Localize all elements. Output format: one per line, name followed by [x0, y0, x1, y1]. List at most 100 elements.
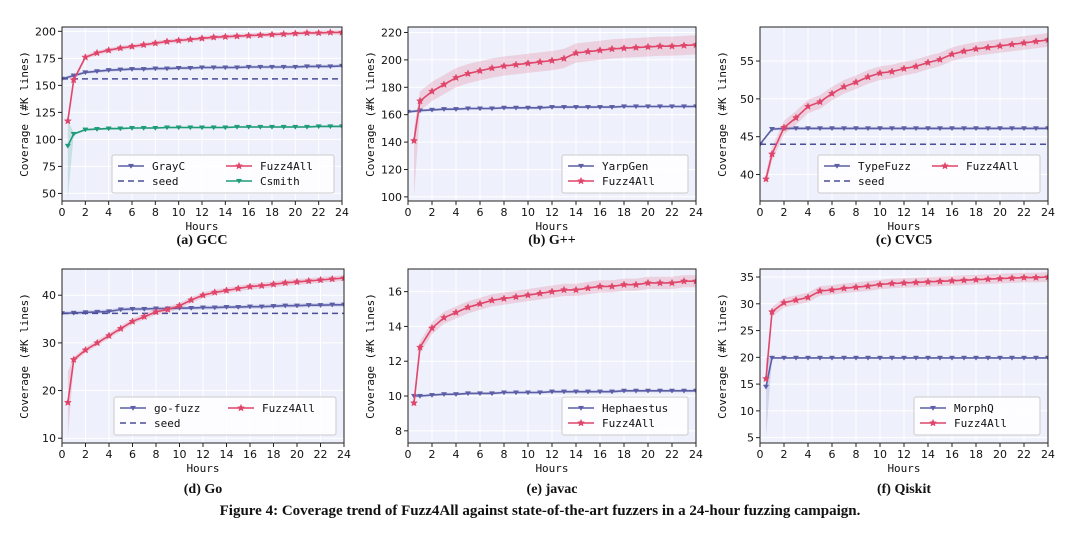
- data-point-fuzz4all: [439, 313, 449, 322]
- data-point-fuzz4all: [523, 290, 533, 299]
- data-point-fuzz4all: [487, 63, 497, 72]
- data-point-fuzz4all: [316, 275, 325, 284]
- x-axis-label: Hours: [185, 220, 218, 233]
- legend-label: Fuzz4All: [262, 402, 315, 415]
- data-point-morphq: [816, 355, 824, 361]
- data-point-go-fuzz: [282, 303, 289, 309]
- data-point-fuzz4all: [116, 324, 125, 333]
- y-tick-label: 10: [388, 390, 402, 403]
- data-point-typefuzz: [1032, 126, 1040, 132]
- data-point-fuzz4all: [655, 41, 665, 50]
- data-point-csmith: [128, 125, 136, 131]
- data-point-fuzz4all: [691, 276, 696, 285]
- legend-label: Hephaestus: [602, 402, 668, 415]
- data-point-yarpgen: [680, 104, 688, 110]
- x-tick-label: 4: [805, 206, 812, 219]
- data-point-yarpgen: [524, 105, 532, 111]
- data-point-morphq: [1020, 355, 1028, 361]
- data-point-hephaestus: [656, 388, 664, 394]
- data-point-morphq: [876, 355, 884, 361]
- data-point-fuzz4all: [631, 280, 641, 289]
- data-point-grayc: [163, 66, 171, 72]
- data-point-typefuzz: [828, 126, 836, 132]
- data-point-morphq: [780, 355, 788, 361]
- y-tick-label: 30: [740, 298, 754, 311]
- data-point-yarpgen: [428, 107, 436, 113]
- data-point-typefuzz: [1008, 126, 1016, 132]
- legend-label: Csmith: [260, 175, 300, 188]
- data-point-go-fuzz: [235, 305, 242, 310]
- x-tick-label: 20: [290, 448, 304, 461]
- data-point-fuzz4all: [175, 301, 184, 310]
- legend-entry-typefuzz: TypeFuzz: [824, 160, 911, 173]
- data-point-fuzz4all: [69, 355, 78, 364]
- data-point-fuzz4all: [863, 281, 873, 290]
- legend-label: GrayC: [152, 160, 185, 173]
- data-point-fuzz4all: [409, 398, 419, 407]
- data-point-typefuzz: [792, 126, 800, 132]
- data-point-fuzz4all: [767, 149, 777, 158]
- data-point-yarpgen: [584, 105, 592, 110]
- data-point-fuzz4all: [935, 277, 945, 285]
- data-point-yarpgen: [512, 105, 520, 111]
- legend-label: Fuzz4All: [602, 175, 655, 188]
- data-point-morphq: [762, 384, 770, 390]
- x-tick-label: 14: [569, 206, 583, 219]
- data-point-fuzz4all: [326, 28, 335, 36]
- data-point-csmith: [315, 124, 322, 130]
- data-point-morphq: [912, 355, 920, 361]
- data-point-hephaestus: [680, 388, 688, 394]
- data-point-fuzz4all: [328, 274, 337, 283]
- series-group: [409, 275, 696, 410]
- y-axis-label: Coverage (#K lines): [18, 51, 31, 177]
- data-point-hephaestus: [536, 390, 544, 396]
- x-tick-label: 2: [82, 448, 89, 461]
- legend-marker: [929, 405, 937, 411]
- series-group: [62, 28, 342, 199]
- data-point-csmith: [64, 143, 71, 149]
- x-tick-label: 10: [873, 206, 887, 219]
- x-tick-label: 20: [288, 206, 302, 219]
- data-point-fuzz4all: [875, 280, 885, 288]
- data-point-fuzz4all: [535, 57, 545, 66]
- data-point-fuzz4all: [779, 123, 789, 132]
- data-point-morphq: [864, 355, 872, 361]
- series-group: [760, 33, 1048, 186]
- x-tick-label: 24: [689, 206, 703, 219]
- data-point-grayc: [245, 64, 252, 70]
- data-point-hephaestus: [644, 388, 652, 394]
- x-tick-label: 14: [921, 448, 935, 461]
- chart-panel-6: 0 2 4 6 8 10 12 14 16 18 20 22 245101520253035HoursC…: [716, 268, 1055, 497]
- data-point-fuzz4all: [911, 62, 921, 70]
- chart-panel-5: 0 2 4 6 8 10 12 14 16 18 20 22 24810121416HoursCover…: [364, 268, 703, 497]
- x-tick-label: 2: [429, 206, 436, 219]
- data-point-typefuzz: [900, 126, 908, 132]
- data-point-fuzz4all: [655, 278, 665, 287]
- data-point-fuzz4all: [875, 68, 885, 77]
- data-point-typefuzz: [936, 126, 944, 132]
- data-point-go-fuzz: [211, 305, 218, 311]
- data-point-morphq: [1044, 355, 1048, 361]
- legend-marker: [235, 178, 243, 184]
- data-point-fuzz4all: [983, 274, 993, 283]
- data-point-fuzz4all: [815, 97, 825, 106]
- data-point-morphq: [888, 355, 896, 361]
- data-point-fuzz4all: [851, 282, 861, 291]
- data-point-fuzz4all: [761, 174, 771, 183]
- chart-panel-1: 0 2 4 6 8 10 12 14 16 18 20 22 245075100125150175200…: [18, 25, 349, 248]
- data-point-morphq: [984, 355, 992, 361]
- data-point-fuzz4all: [127, 42, 137, 50]
- y-tick-label: 15: [740, 378, 754, 391]
- chart-panel-4: 0 2 4 6 8 10 12 14 16 18 20 22 2410203040HoursCovera…: [18, 268, 351, 497]
- confidence-band-fuzz4all: [414, 35, 696, 197]
- data-point-hephaestus: [512, 390, 520, 396]
- x-tick-label: 12: [897, 448, 911, 461]
- x-tick-label: 8: [853, 448, 860, 461]
- data-point-fuzz4all: [899, 278, 909, 287]
- legend-label: Fuzz4All: [260, 160, 313, 173]
- x-tick-label: 24: [689, 448, 703, 461]
- data-point-fuzz4all: [198, 290, 208, 299]
- data-point-fuzz4all: [583, 47, 593, 56]
- data-point-typefuzz: [804, 126, 812, 132]
- data-point-yarpgen: [464, 106, 472, 112]
